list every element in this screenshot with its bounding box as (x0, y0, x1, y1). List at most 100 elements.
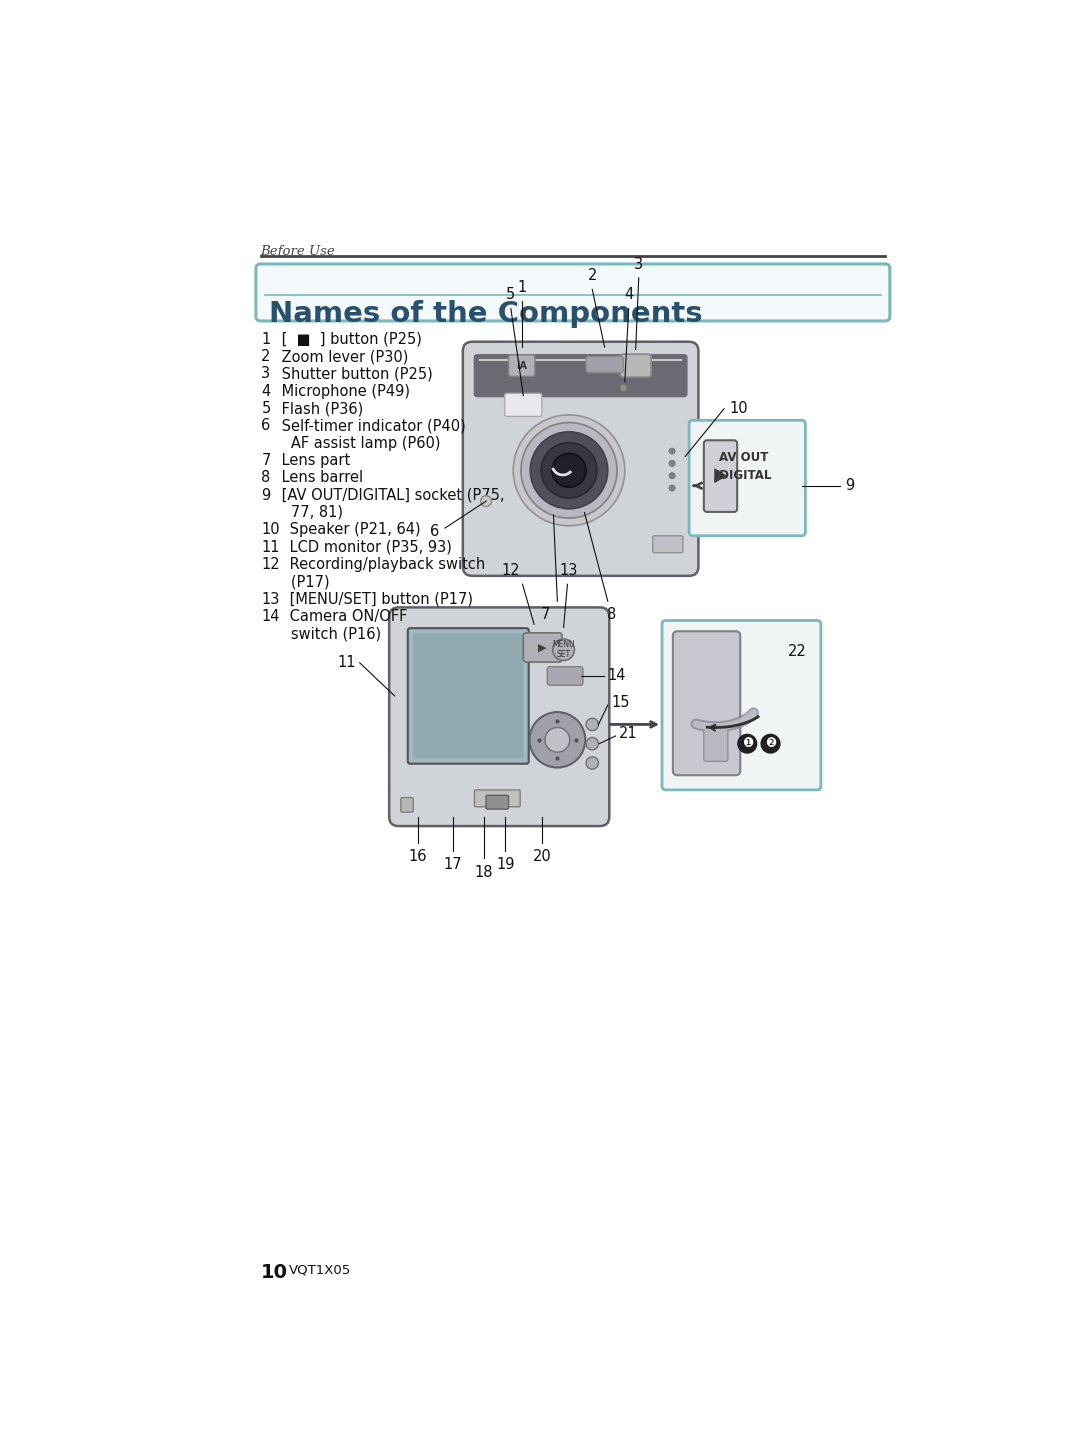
Text: 10: 10 (261, 522, 280, 538)
Text: AV OUT
/DIGITAL: AV OUT /DIGITAL (715, 451, 771, 483)
Text: [AV OUT/DIGITAL] socket (P75,: [AV OUT/DIGITAL] socket (P75, (276, 488, 504, 503)
FancyBboxPatch shape (504, 393, 542, 416)
FancyBboxPatch shape (620, 354, 651, 377)
FancyBboxPatch shape (463, 342, 699, 575)
Circle shape (481, 496, 491, 507)
Text: 3: 3 (634, 256, 644, 271)
Text: 4: 4 (261, 384, 271, 398)
FancyBboxPatch shape (486, 796, 509, 809)
Text: 15: 15 (611, 696, 630, 710)
Text: Microphone (P49): Microphone (P49) (276, 384, 409, 398)
FancyBboxPatch shape (662, 620, 821, 790)
Text: (P17): (P17) (276, 574, 329, 590)
Text: ❷: ❷ (765, 738, 777, 751)
Text: 12: 12 (501, 564, 521, 578)
Text: 10: 10 (729, 401, 748, 416)
Circle shape (760, 733, 781, 753)
FancyBboxPatch shape (509, 355, 535, 377)
Text: ▶: ▶ (539, 642, 546, 652)
FancyBboxPatch shape (474, 354, 688, 397)
Circle shape (738, 733, 757, 753)
Circle shape (513, 414, 625, 526)
Circle shape (541, 442, 597, 498)
Text: 7: 7 (541, 607, 551, 622)
Text: 4: 4 (624, 287, 633, 303)
Text: Before Use: Before Use (260, 245, 335, 258)
Text: LCD monitor (P35, 93): LCD monitor (P35, 93) (284, 539, 451, 555)
Text: Self-timer indicator (P40): Self-timer indicator (P40) (276, 419, 465, 433)
Text: 2: 2 (261, 349, 271, 364)
Text: Shutter button (P25): Shutter button (P25) (276, 367, 433, 381)
Circle shape (521, 423, 617, 519)
Circle shape (552, 454, 586, 487)
Circle shape (586, 738, 598, 749)
Text: VQT1X05: VQT1X05 (288, 1264, 351, 1277)
Text: 12: 12 (261, 556, 280, 572)
Text: 9: 9 (845, 478, 854, 493)
Polygon shape (715, 469, 727, 483)
Text: 7: 7 (261, 454, 271, 468)
Text: Recording/playback switch: Recording/playback switch (284, 556, 485, 572)
Text: MENU
SET: MENU SET (552, 640, 575, 659)
FancyBboxPatch shape (408, 629, 529, 764)
Text: Speaker (P21, 64): Speaker (P21, 64) (284, 522, 420, 538)
Text: 2: 2 (588, 268, 597, 283)
Circle shape (669, 461, 675, 467)
Text: [  ■  ] button (P25): [ ■ ] button (P25) (276, 332, 421, 346)
Text: 14: 14 (261, 609, 280, 625)
Circle shape (669, 472, 675, 478)
Text: 6: 6 (261, 419, 271, 433)
Text: 5: 5 (507, 287, 515, 303)
FancyBboxPatch shape (256, 264, 890, 320)
Text: 6: 6 (430, 525, 440, 539)
Text: Lens part: Lens part (276, 454, 350, 468)
FancyBboxPatch shape (704, 726, 728, 761)
FancyBboxPatch shape (548, 667, 583, 685)
Text: Camera ON/OFF: Camera ON/OFF (284, 609, 407, 625)
Text: 21: 21 (619, 726, 638, 742)
Text: 9: 9 (261, 488, 271, 503)
FancyBboxPatch shape (652, 536, 683, 552)
Circle shape (586, 756, 598, 769)
Text: 77, 81): 77, 81) (276, 506, 342, 520)
Circle shape (553, 639, 575, 661)
Text: 8: 8 (261, 471, 271, 485)
Text: 1: 1 (261, 332, 271, 346)
Text: 13: 13 (559, 564, 578, 578)
FancyBboxPatch shape (586, 356, 623, 372)
Circle shape (530, 432, 608, 509)
Circle shape (545, 727, 570, 752)
FancyBboxPatch shape (673, 632, 740, 775)
FancyBboxPatch shape (524, 633, 562, 662)
Text: Zoom lever (P30): Zoom lever (P30) (276, 349, 408, 364)
Text: 14: 14 (608, 668, 626, 684)
FancyBboxPatch shape (689, 420, 806, 536)
Circle shape (586, 719, 598, 730)
Text: 16: 16 (408, 849, 427, 864)
Text: 10: 10 (260, 1264, 287, 1282)
FancyBboxPatch shape (474, 790, 521, 807)
Text: 8: 8 (607, 607, 617, 622)
Text: 3: 3 (261, 367, 270, 381)
Circle shape (669, 448, 675, 454)
Text: 18: 18 (474, 865, 492, 880)
Text: 19: 19 (496, 856, 515, 872)
Text: 1: 1 (517, 280, 526, 294)
Circle shape (529, 711, 585, 768)
Text: ❶: ❶ (742, 738, 753, 751)
Text: [MENU/SET] button (P17): [MENU/SET] button (P17) (284, 591, 473, 607)
Text: Lens barrel: Lens barrel (276, 471, 363, 485)
Circle shape (620, 385, 626, 391)
Text: 5: 5 (261, 401, 271, 416)
FancyBboxPatch shape (704, 440, 738, 511)
Text: 17: 17 (444, 856, 462, 872)
Text: AF assist lamp (P60): AF assist lamp (P60) (276, 436, 441, 451)
FancyBboxPatch shape (389, 607, 609, 826)
Text: iA: iA (516, 361, 527, 371)
Text: 22: 22 (788, 643, 807, 659)
Text: 11: 11 (261, 539, 280, 555)
FancyBboxPatch shape (401, 797, 414, 813)
Text: 20: 20 (532, 849, 551, 864)
Text: 13: 13 (261, 591, 280, 607)
Text: switch (P16): switch (P16) (276, 626, 381, 642)
